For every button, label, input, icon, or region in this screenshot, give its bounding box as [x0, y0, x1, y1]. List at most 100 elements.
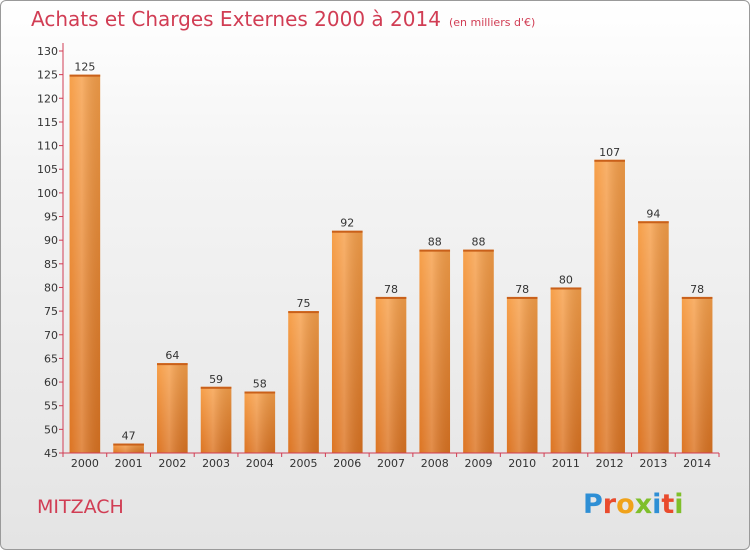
y-tick-label: 75	[44, 305, 58, 318]
bars-group: 125 47 64 59 58 75 92 78 88 88 78 80 107 94 78	[69, 61, 713, 453]
y-tick-label: 45	[44, 447, 58, 460]
x-tick-label: 2009	[464, 457, 492, 470]
x-tick-label: 2012	[596, 457, 624, 470]
y-tick-label: 120	[37, 92, 58, 105]
x-tick-label: 2014	[683, 457, 711, 470]
logo-letter: t	[661, 489, 675, 520]
bar-shade	[244, 391, 276, 453]
bar-shade	[463, 249, 494, 453]
chart-title: Achats et Charges Externes 2000 à 2014 (e…	[31, 7, 535, 31]
bar-shade	[375, 296, 407, 453]
data-label: 80	[559, 273, 573, 286]
y-tick-label: 85	[44, 258, 58, 271]
y-tick-label: 115	[37, 116, 58, 129]
data-label: 47	[122, 430, 136, 443]
bar-shade	[550, 287, 582, 453]
y-tick-label: 65	[44, 352, 58, 365]
y-tick-label: 110	[37, 140, 58, 153]
x-tick-label: 2004	[246, 457, 274, 470]
data-label: 88	[471, 236, 485, 249]
bar-top-edge	[69, 74, 101, 77]
bar-top-edge	[419, 249, 451, 252]
bar-top-edge	[594, 159, 625, 162]
logo-letter: x	[634, 489, 653, 520]
bar-top-edge	[244, 391, 276, 394]
y-tick-label: 95	[44, 211, 58, 224]
y-tick-label: 130	[37, 45, 58, 58]
data-label: 58	[253, 378, 267, 391]
x-tick-label: 2010	[508, 457, 536, 470]
commune-name: MITZACH	[37, 496, 124, 518]
x-tick-label: 2011	[552, 457, 580, 470]
logo-letter: P	[583, 489, 603, 520]
y-tick-label: 70	[44, 329, 58, 342]
axes-group: 2000 2001 2002 2003 2004 2005 2006 2007 2008 2009…	[37, 43, 720, 470]
bar-2012: 107	[594, 146, 625, 453]
logo-letter: r	[602, 489, 617, 520]
bar-shade	[681, 296, 713, 453]
bar-2009: 88	[463, 236, 494, 453]
bar-top-edge	[506, 296, 538, 299]
data-label: 75	[297, 297, 311, 310]
x-tick-label: 2002	[158, 457, 186, 470]
bar-shade	[69, 74, 101, 453]
bar-2002: 64	[157, 349, 188, 453]
chart-subtitle: (en milliers d'€)	[448, 16, 536, 29]
bar-shade	[113, 443, 144, 453]
bar-top-edge	[375, 296, 407, 299]
bar-2013: 94	[638, 207, 669, 453]
bar-top-edge	[331, 230, 363, 233]
bar-top-edge	[550, 287, 582, 290]
y-tick-label: 50	[44, 423, 58, 436]
data-label: 78	[384, 283, 398, 296]
logo-letter: o	[616, 489, 635, 520]
logo-letter: i	[652, 489, 662, 520]
bar-shade	[594, 159, 625, 453]
logo-letter: i	[674, 489, 684, 520]
x-tick-label: 2000	[71, 457, 99, 470]
bar-2008: 88	[419, 236, 451, 453]
bar-top-edge	[681, 296, 713, 299]
bar-2011: 80	[550, 273, 582, 453]
bar-shade	[200, 386, 232, 453]
x-tick-label: 2003	[202, 457, 230, 470]
y-tick-label: 55	[44, 400, 58, 413]
x-tick-label: 2008	[421, 457, 449, 470]
x-tick-label: 2006	[333, 457, 361, 470]
chart-title-text: Achats et Charges Externes 2000 à 2014	[31, 7, 441, 31]
data-label: 94	[646, 207, 660, 220]
bar-2001: 47	[113, 430, 144, 453]
x-tick-label: 2001	[115, 457, 143, 470]
bar-2010: 78	[506, 283, 538, 453]
y-tick-label: 60	[44, 376, 58, 389]
bar-shade	[419, 249, 451, 453]
bar-top-edge	[288, 311, 319, 314]
bar-shade	[506, 296, 538, 453]
data-label: 78	[515, 283, 529, 296]
bar-shade	[331, 230, 363, 453]
proxiti-logo: Proxiti	[583, 489, 684, 520]
bar-top-edge	[157, 363, 188, 366]
bar-shade	[288, 311, 319, 453]
bar-2006: 92	[331, 217, 363, 453]
data-label: 92	[340, 217, 354, 230]
bar-top-edge	[638, 221, 669, 224]
bar-2007: 78	[375, 283, 407, 453]
y-tick-label: 125	[37, 69, 58, 82]
x-tick-label: 2005	[290, 457, 318, 470]
data-label: 125	[74, 61, 95, 74]
bar-shade	[638, 221, 669, 453]
x-tick-label: 2007	[377, 457, 405, 470]
bar-2004: 58	[244, 378, 276, 453]
y-tick-label: 90	[44, 234, 58, 247]
x-tick-label: 2013	[639, 457, 667, 470]
data-label: 64	[165, 349, 179, 362]
y-tick-label: 100	[37, 187, 58, 200]
bar-2003: 59	[200, 373, 232, 453]
bar-top-edge	[113, 443, 144, 446]
data-label: 78	[690, 283, 704, 296]
data-label: 88	[428, 236, 442, 249]
bar-2000: 125	[69, 61, 101, 453]
